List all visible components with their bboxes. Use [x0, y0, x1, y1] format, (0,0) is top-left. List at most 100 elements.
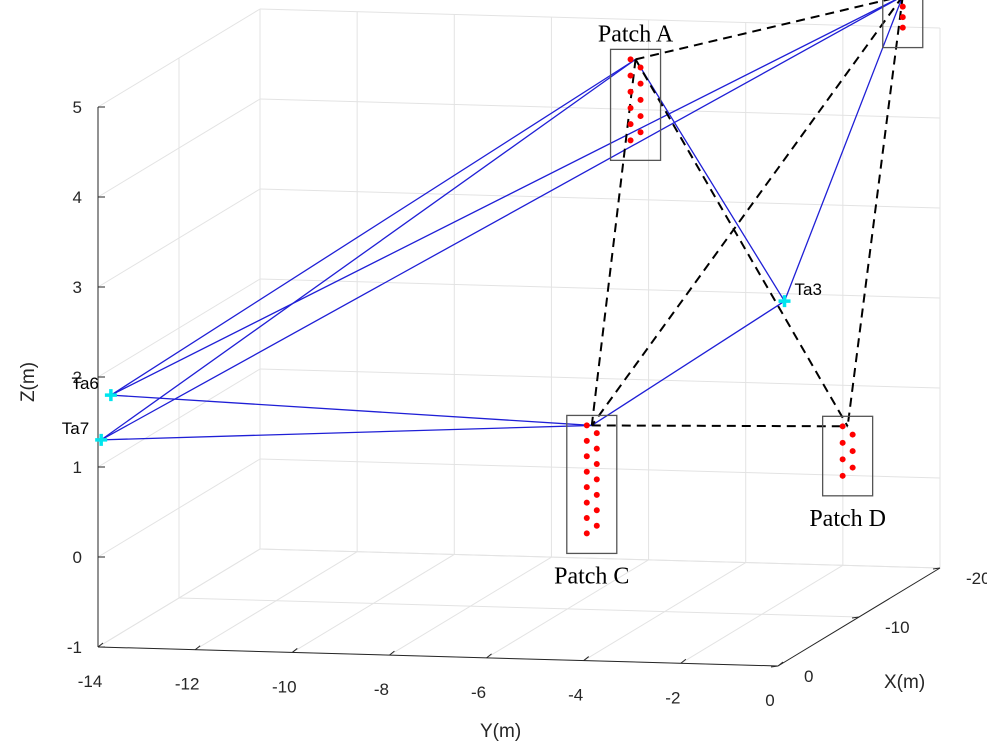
target-label: Ta3 — [795, 280, 822, 299]
array-element-dot — [849, 431, 856, 438]
patch-box — [566, 414, 618, 555]
patch-link-line — [846, 0, 904, 427]
array-element-dot — [899, 24, 906, 31]
y-tick — [583, 656, 590, 661]
array-element-dot — [637, 129, 644, 136]
z-tick-label: 0 — [73, 548, 82, 567]
axis-labels: X(m) Y(m) Z(m) — [18, 362, 925, 742]
array-element-dot — [583, 468, 590, 475]
patch-link-line — [635, 0, 891, 61]
array-element-dot — [593, 507, 600, 514]
patch-link-line — [590, 0, 902, 427]
target-label: Ta7 — [62, 419, 89, 438]
patch-label: Patch D — [809, 506, 886, 532]
array-element-dot — [627, 72, 634, 79]
array-element-dot — [637, 64, 644, 71]
target-link-line — [591, 300, 785, 426]
y-tick-label: -2 — [665, 688, 680, 707]
y-axis-line — [97, 646, 779, 667]
array-element-dot — [899, 3, 906, 10]
link-lines — [100, 0, 904, 441]
target-link-line — [101, 424, 592, 441]
grid-line — [259, 98, 941, 119]
patch-link-line — [591, 424, 848, 428]
target-link-line — [634, 59, 786, 302]
array-element-dot — [849, 448, 856, 455]
x-axis-label: X(m) — [884, 672, 925, 693]
target-link-line — [110, 394, 592, 427]
array-element-dot — [593, 461, 600, 467]
array-element-dot — [839, 439, 846, 446]
x-tick-label: -20 — [966, 569, 987, 588]
target-link-line — [110, 58, 636, 396]
array-element-dot — [637, 96, 644, 103]
x-tick — [932, 567, 941, 570]
z-axis-label: Z(m) — [18, 362, 39, 402]
x-tick-label: -10 — [885, 618, 910, 637]
axes — [97, 106, 941, 668]
target-link-line — [783, 0, 902, 302]
array-element-dot — [593, 522, 600, 529]
x-tick — [851, 616, 860, 619]
array-element-dot — [583, 515, 590, 521]
target-link-line — [100, 0, 898, 441]
z-tick-label: 5 — [73, 98, 82, 117]
array-element-dot — [593, 445, 600, 452]
grid-line — [259, 188, 941, 209]
array-element-dot — [637, 113, 644, 120]
patch-box — [882, 0, 924, 49]
array-element-dot — [627, 104, 634, 111]
array-element-dot — [627, 88, 634, 95]
y-tick — [97, 642, 104, 648]
y-tick — [777, 661, 784, 667]
y-tick-label: -8 — [374, 680, 389, 699]
grid-line — [259, 458, 941, 479]
patch-label: Patch C — [554, 563, 629, 589]
array-element-dot — [627, 56, 634, 63]
patch-box — [609, 48, 662, 162]
grid-line — [259, 548, 941, 569]
patch-link-line — [634, 58, 849, 427]
y-axis-label: Y(m) — [480, 721, 521, 742]
target-link-line — [100, 58, 636, 441]
target-marker — [95, 433, 108, 446]
y-tick — [486, 653, 492, 659]
array-element-dot — [637, 80, 644, 87]
y-tick — [680, 658, 687, 664]
x-tick-label: 0 — [804, 667, 813, 686]
patch-label: Patch A — [598, 21, 674, 47]
array-element-dot — [839, 423, 846, 430]
array-element-dot — [849, 464, 856, 471]
array-element-dot — [593, 491, 600, 498]
y-tick-label: -10 — [272, 677, 297, 696]
array-element-dot — [583, 422, 590, 429]
z-tick-label: 2 — [73, 368, 82, 387]
y-tick — [194, 645, 201, 651]
array-element-dot — [627, 121, 634, 128]
y-tick-label: 0 — [765, 691, 774, 710]
z-tick-label: 3 — [73, 278, 82, 297]
grid-line — [259, 278, 941, 299]
array-element-dot — [839, 456, 846, 463]
array-element-dot — [593, 430, 600, 437]
array-element-dot — [583, 484, 590, 491]
y-tick-label: -4 — [568, 686, 583, 705]
grid-line — [259, 368, 941, 389]
patch-box — [821, 415, 874, 497]
target-link-line — [110, 0, 897, 396]
grid-line — [259, 8, 941, 29]
target-label: Ta6 — [71, 374, 98, 393]
z-tick-label: 4 — [73, 188, 82, 207]
patch-link-line — [590, 59, 637, 426]
y-tick-label: -12 — [175, 675, 200, 694]
array-element-dot — [839, 472, 846, 479]
array-element-dot — [583, 530, 590, 537]
array-element-dot — [583, 437, 590, 444]
y-tick — [291, 648, 298, 653]
array-element-dot — [583, 453, 590, 460]
array-element-dot — [899, 14, 906, 21]
y-tick-label: -14 — [78, 672, 103, 691]
